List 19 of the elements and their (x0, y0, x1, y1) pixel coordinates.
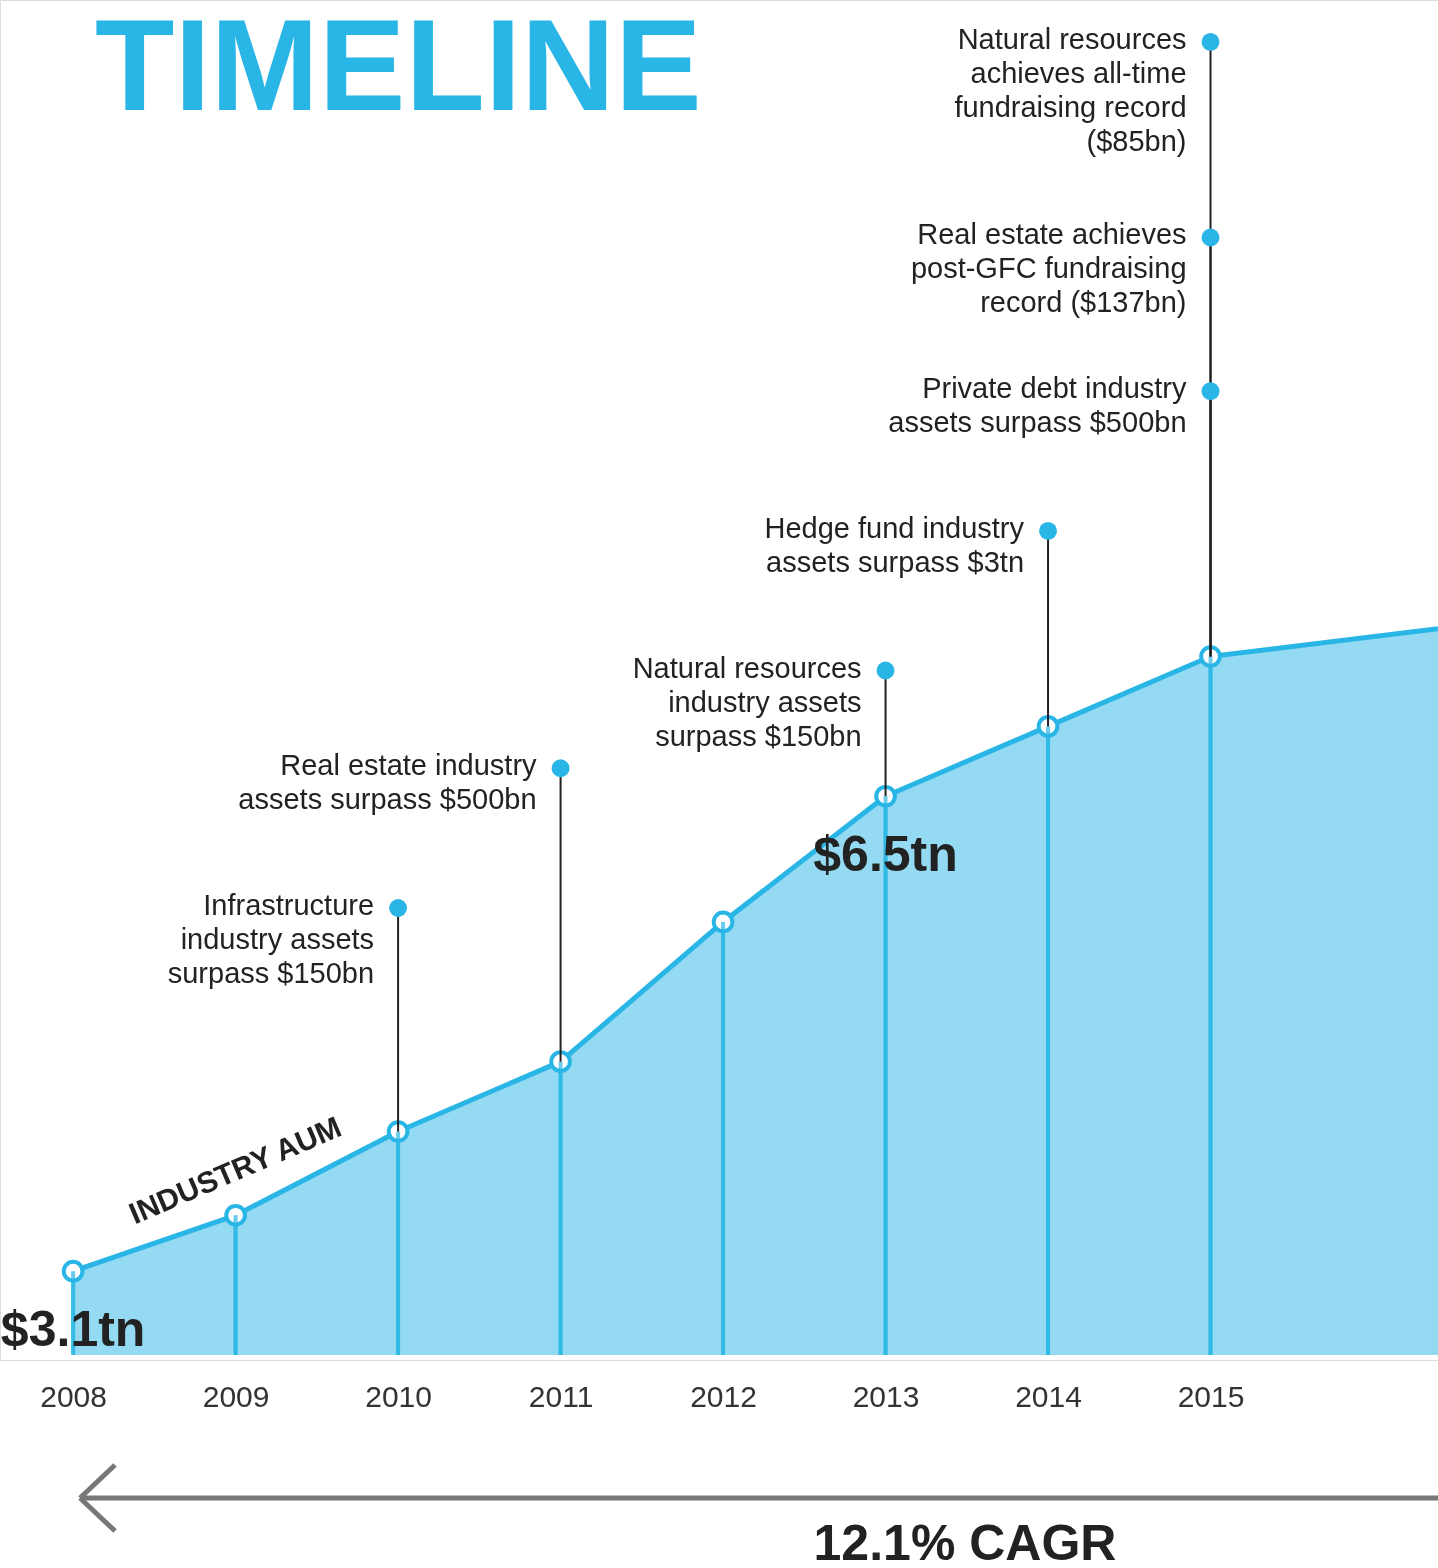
annotation: Hedge fund industry assets surpass $3tn (764, 511, 1025, 578)
x-tick-label: 2015 (1177, 1379, 1245, 1413)
data-label: $3.1tn (0, 1301, 146, 1358)
x-tick-label: 2010 (365, 1379, 432, 1413)
x-tick-label: 2013 (852, 1379, 920, 1413)
annotation: Natural resources industry assets surpass $150bn (632, 651, 862, 752)
x-tick-label: 2009 (202, 1379, 270, 1413)
text: 12.1% CAGR (813, 1515, 1117, 1568)
x-tick-label: 2014 (1015, 1379, 1082, 1413)
x-tick-label: 2012 (690, 1379, 757, 1413)
annotation: Natural resources achieves all-time fundraising record ($85bn) (954, 22, 1187, 157)
x-tick-label: 2008 (40, 1379, 107, 1413)
x-tick-label: 2011 (528, 1379, 594, 1413)
annotation: Private debt industry assets surpass $500bn (888, 372, 1188, 439)
annotation: Infrastructure industry assets surpass $150bn (167, 888, 375, 989)
annotation: Real estate achieves post-GFC fundraising record ($137bn) (910, 218, 1187, 319)
chart-title: TIMELINE (95, 0, 702, 138)
annotation: Real estate industry assets surpass $500bn (238, 749, 538, 816)
data-label: $6.5tn (813, 826, 958, 883)
